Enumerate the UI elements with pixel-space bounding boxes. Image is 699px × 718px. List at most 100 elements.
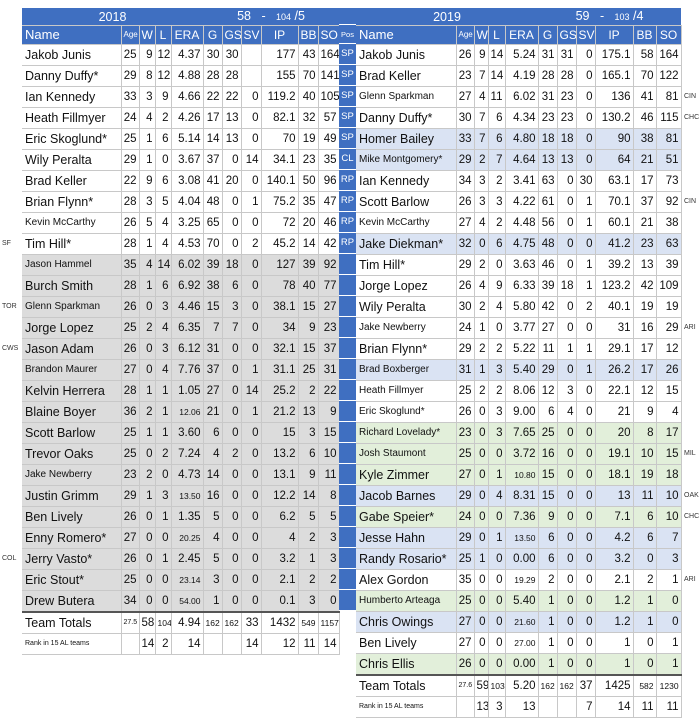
pos-badge <box>339 401 356 422</box>
cell-sv: 0 <box>576 611 596 633</box>
cell-era: 4.34 <box>505 107 539 129</box>
cell-so: 77 <box>318 275 340 297</box>
col-age: Age <box>456 25 475 45</box>
cell-era: 4.88 <box>171 65 204 87</box>
cell-age: 29 <box>456 338 475 360</box>
totals-so: 1230 <box>656 674 682 697</box>
cell-name: Jason Hammel <box>22 254 122 276</box>
former-team-label: SF <box>2 240 11 247</box>
cell-bb: 0 <box>633 632 657 654</box>
pos-badge: RP <box>339 170 356 191</box>
totals-sv: 33 <box>241 611 262 634</box>
former-team-label: CHC <box>684 513 699 520</box>
cell-gs: 0 <box>222 527 242 549</box>
cell-era: 3.41 <box>505 170 539 192</box>
cell-w: 0 <box>139 590 156 613</box>
cell-bb: 15 <box>298 296 319 318</box>
former-team-label: CWS <box>2 345 19 352</box>
cell-gs: 13 <box>222 128 242 150</box>
cell-g: 15 <box>203 296 223 318</box>
table-row: Jake Newberry 24 1 0 3.77 27 0 0 31 16 29 <box>356 317 682 339</box>
season-year: 2018 <box>22 8 204 26</box>
cell-era: 12.06 <box>171 401 204 423</box>
cell-w: 3 <box>139 191 156 213</box>
cell-so: 57 <box>318 107 340 129</box>
cell-w: 0 <box>474 233 489 255</box>
cell-g: 6 <box>538 527 558 549</box>
cell-l: 2 <box>155 107 172 129</box>
cell-l: 14 <box>488 44 506 66</box>
cell-so: 3 <box>656 548 682 570</box>
cell-sv: 0 <box>241 485 262 507</box>
cell-g: 4 <box>203 527 223 549</box>
cell-sv: 0 <box>576 317 596 339</box>
cell-name: Trevor Oaks <box>22 443 122 465</box>
cell-l: 4 <box>155 233 172 255</box>
cell-w: 7 <box>474 107 489 129</box>
cell-l: 1 <box>155 548 172 570</box>
cell-g: 1 <box>203 590 223 613</box>
cell-bb: 15 <box>298 338 319 360</box>
cell-w: 0 <box>139 296 156 318</box>
team-totals-row: Team Totals 27.6 59 103 5.20 162 162 37 … <box>356 674 682 697</box>
cell-so: 109 <box>656 275 682 297</box>
cell-bb: 6 <box>633 527 657 549</box>
cell-sv: 0 <box>241 212 262 234</box>
cell-sv: 0 <box>241 86 262 108</box>
cell-name: Kyle Zimmer <box>356 464 457 486</box>
cell-age: 27 <box>456 464 475 486</box>
former-team-label: COL <box>2 555 17 562</box>
cell-sv: 0 <box>241 107 262 129</box>
cell-bb: 2 <box>298 569 319 591</box>
cell-age: 26 <box>456 191 475 213</box>
pos-badge <box>339 275 356 296</box>
cell-so: 1 <box>656 653 682 676</box>
cell-gs: 0 <box>557 653 577 676</box>
cell-bb: 12 <box>633 380 657 402</box>
cell-g: 28 <box>203 65 223 87</box>
table-row: Brad Keller 23 7 14 4.19 28 28 0 165.1 70 122 <box>356 65 682 87</box>
cell-name: Heath Fillmyer <box>356 380 457 402</box>
cell-age: 29 <box>456 527 475 549</box>
cell-name: Jakob Junis <box>356 44 457 66</box>
cell-sv: 0 <box>576 422 596 444</box>
cell-bb: 50 <box>298 170 319 192</box>
cell-l: 6 <box>155 128 172 150</box>
cell-gs: 0 <box>557 527 577 549</box>
cell-ip: 175.1 <box>595 44 634 66</box>
cell-g: 22 <box>203 86 223 108</box>
cell-age: 27 <box>121 359 140 381</box>
table-row: Blaine Boyer 36 2 1 12.06 21 0 1 21.2 13 9 <box>22 401 340 423</box>
cell-era: 3.08 <box>171 170 204 192</box>
cell-gs: 0 <box>222 506 242 528</box>
cell-name: Jacob Barnes <box>356 485 457 507</box>
cell-l: 6 <box>488 233 506 255</box>
pos-badge <box>339 359 356 380</box>
cell-g: 31 <box>538 86 558 108</box>
cell-g: 1 <box>538 611 558 633</box>
rank-g <box>538 696 558 718</box>
pos-badge <box>339 506 356 527</box>
table-row: Brad Boxberger 31 1 3 5.40 29 0 1 26.2 17 26 <box>356 359 682 381</box>
table-row: Scott Barlow 25 1 1 3.60 6 0 0 15 3 15 <box>22 422 340 444</box>
cell-so: 4 <box>656 401 682 423</box>
cell-gs: 13 <box>557 149 577 171</box>
rank-so: 11 <box>656 696 682 718</box>
table-row: Ian Kennedy 34 3 2 3.41 63 0 30 63.1 17 73 <box>356 170 682 192</box>
cell-era: 4.46 <box>171 296 204 318</box>
cell-gs: 0 <box>557 569 577 591</box>
position-column-2018: Pos SP SP SP SP SP CL RP RP RP RP <box>339 8 356 611</box>
totals-gs: 162 <box>557 674 577 697</box>
cell-name: Wily Peralta <box>356 296 457 318</box>
cell-so: 7 <box>656 527 682 549</box>
cell-w: 0 <box>474 485 489 507</box>
cell-sv: 0 <box>576 464 596 486</box>
table-row: Eric Skoglund* 26 0 3 9.00 6 4 0 21 9 4 <box>356 401 682 423</box>
column-header-row: Name Age W L ERA G GS SV IP BB SO <box>22 25 340 45</box>
cell-so: 8 <box>318 485 340 507</box>
cell-gs: 0 <box>557 548 577 570</box>
cell-sv <box>241 65 262 87</box>
table-row: Ian Kennedy 33 3 9 4.66 22 22 0 119.2 40 105 <box>22 86 340 108</box>
pos-badge <box>339 464 356 485</box>
cell-l: 0 <box>488 548 506 570</box>
